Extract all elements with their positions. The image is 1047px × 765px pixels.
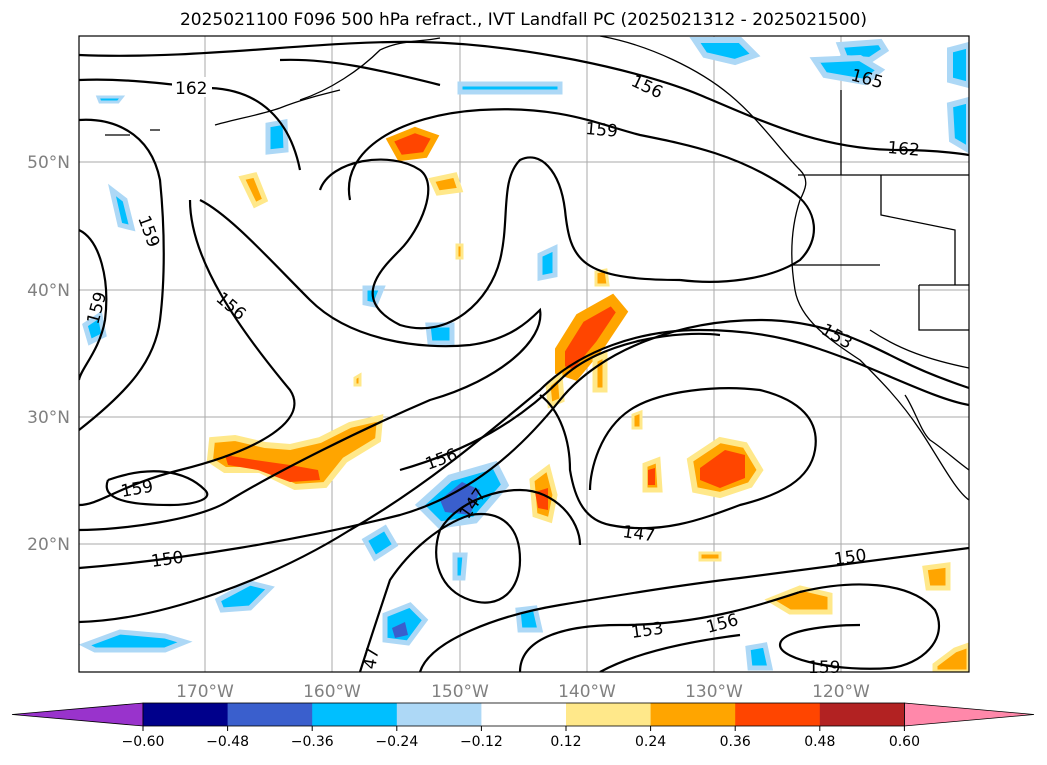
- colorbar-tick-label: −0.60: [122, 734, 165, 750]
- colorbar-tick-label: 0.12: [550, 734, 581, 750]
- colorbar-swatch: [143, 703, 229, 726]
- colorbar-tick-label: 0.36: [720, 734, 751, 750]
- latitude-axis-labels: 50°N 40°N 30°N 20°N: [27, 153, 70, 555]
- contour-label: 153: [630, 619, 665, 643]
- colorbar: −0.60 −0.48 −0.36 −0.24 −0.12 0.12 0.24 0.36 0.4…: [11, 702, 1035, 750]
- latitude-label: 30°N: [27, 408, 70, 428]
- plot-frame: [78, 35, 970, 673]
- plot-area: [79, 36, 969, 672]
- colorbar-swatch: [650, 703, 736, 726]
- map-title: 2025021100 F096 500 hPa refract., IVT La…: [179, 10, 867, 30]
- colorbar-extend-max: [904, 702, 1035, 727]
- contour-label: 47: [360, 646, 383, 671]
- colorbar-tick-label: 0.24: [635, 734, 666, 750]
- colorbar-swatch: [312, 703, 398, 726]
- colorbar-extend-min: [11, 702, 144, 727]
- contour-label: 150: [150, 548, 185, 572]
- latitude-label: 40°N: [27, 281, 70, 301]
- longitude-label: 140°W: [558, 682, 616, 702]
- latitude-label: 20°N: [27, 535, 70, 555]
- colorbar-swatch: [227, 703, 313, 726]
- colorbar-tick-label: 0.60: [889, 734, 920, 750]
- longitude-axis-labels: 170°W 160°W 150°W 140°W 130°W 120°W: [176, 682, 870, 702]
- colorbar-tick-label: −0.24: [375, 734, 418, 750]
- contour-label: 159: [808, 658, 840, 678]
- negative-anomaly-fills: [79, 37, 969, 671]
- gridlines: [79, 36, 969, 672]
- colorbar-swatch: [396, 703, 482, 726]
- colorbar-swatch: [819, 703, 905, 726]
- colorbar-swatch: [481, 703, 567, 726]
- colorbar-tick-label: −0.48: [206, 734, 249, 750]
- colorbar-tick-label: −0.36: [291, 734, 334, 750]
- contour-label: 150: [833, 546, 868, 570]
- longitude-label: 130°W: [685, 682, 743, 702]
- longitude-label: 160°W: [303, 682, 361, 702]
- coastlines: [105, 36, 969, 501]
- contour-label: 162: [175, 79, 207, 99]
- longitude-label: 120°W: [812, 682, 870, 702]
- contour-label: 147: [621, 522, 656, 546]
- latitude-label: 50°N: [27, 153, 70, 173]
- colorbar-outline: [142, 702, 905, 727]
- longitude-label: 150°W: [431, 682, 489, 702]
- contour-label: 159: [585, 119, 619, 142]
- colorbar-tick-label: 0.48: [804, 734, 835, 750]
- refractivity-contours: [79, 40, 969, 672]
- colorbar-swatch: [566, 703, 652, 726]
- colorbar-tick-label: −0.12: [460, 734, 503, 750]
- colorbar-swatch: [735, 703, 821, 726]
- contour-label: 162: [887, 138, 921, 161]
- positive-anomaly-fills: [206, 126, 969, 672]
- longitude-label: 170°W: [176, 682, 234, 702]
